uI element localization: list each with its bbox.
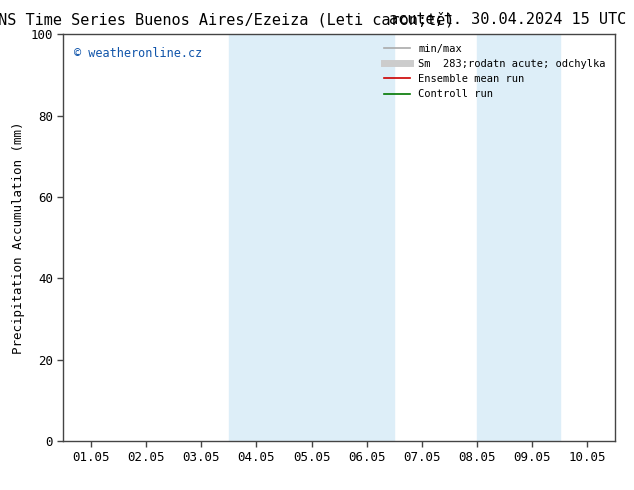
Bar [477, 34, 560, 441]
Y-axis label: Precipitation Accumulation (mm): Precipitation Accumulation (mm) [12, 122, 25, 354]
Legend: min/max, Sm  283;rodatn acute; odchylka, Ensemble mean run, Controll run: min/max, Sm 283;rodatn acute; odchylka, … [380, 40, 610, 103]
Text: ENS Time Series Buenos Aires/Ezeiza (Leti caron;tě): ENS Time Series Buenos Aires/Ezeiza (Let… [0, 12, 455, 28]
Text: acute;t. 30.04.2024 15 UTC: acute;t. 30.04.2024 15 UTC [389, 12, 626, 27]
Text: © weatheronline.cz: © weatheronline.cz [74, 47, 203, 59]
Bar [229, 34, 394, 441]
